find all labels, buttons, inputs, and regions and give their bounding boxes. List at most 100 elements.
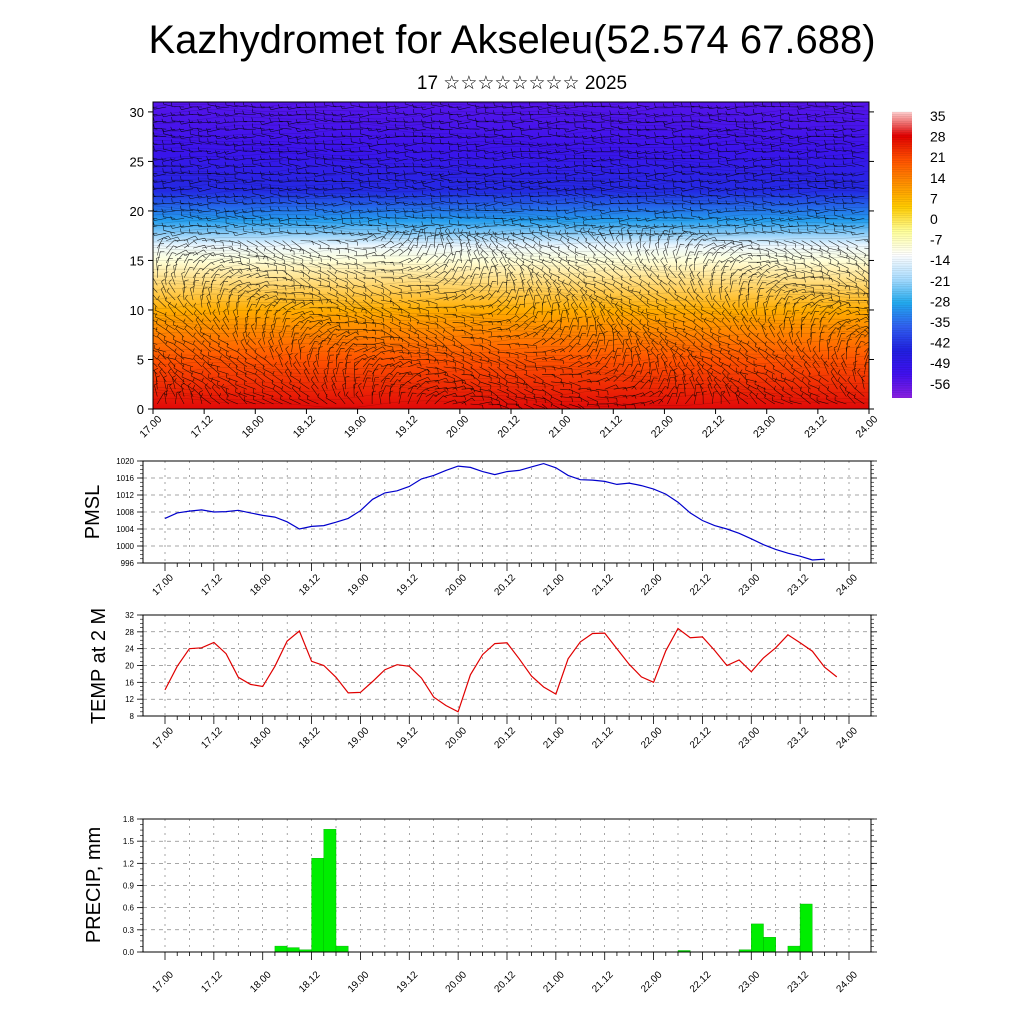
precip-ytick-label: 1.2 — [123, 859, 135, 868]
cross-xtick-label: 17.00 — [137, 413, 164, 440]
cross-xtick-label: 24.00 — [853, 413, 880, 440]
wind-barbs — [153, 102, 869, 409]
pmsl-xtick-label: 20.00 — [444, 572, 470, 598]
precip-xtick-label: 22.12 — [688, 969, 714, 995]
temp-ytick-label: 20 — [125, 662, 134, 671]
pmsl-xtick-label: 19.00 — [346, 572, 372, 598]
temp-xtick-label: 20.00 — [444, 725, 470, 751]
precip-bar — [751, 923, 764, 953]
cross-xtick-label: 23.00 — [751, 413, 778, 440]
temp-xtick-label: 22.12 — [688, 725, 714, 751]
pmsl-xtick-label: 20.12 — [492, 572, 518, 598]
precip-xtick-label: 18.12 — [297, 969, 323, 995]
cross-ytick-label: 0 — [137, 402, 144, 417]
pmsl-xtick-label: 18.00 — [248, 572, 274, 598]
pmsl-xtick-label: 24.00 — [834, 572, 860, 598]
temp-xtick-label: 23.00 — [737, 725, 763, 751]
cross-xtick-label: 18.00 — [240, 413, 267, 440]
precip-ytick-label: 1.8 — [123, 815, 135, 824]
precip-xtick-label: 17.12 — [199, 969, 225, 995]
pmsl-ylabel: PMSL — [82, 485, 104, 539]
colorbar-label: 21 — [930, 149, 946, 165]
pmsl-ytick-label: 1004 — [116, 525, 134, 534]
temp-xtick-label: 21.00 — [541, 725, 567, 751]
colorbar-gradient — [892, 112, 912, 398]
temp-line — [164, 627, 838, 713]
precip-ytick-label: 1.5 — [123, 837, 135, 846]
precip-xtick-label: 22.00 — [639, 969, 665, 995]
cross-xtick-label: 21.00 — [546, 413, 573, 440]
temp-xtick-label: 19.12 — [395, 725, 421, 751]
precip-xtick-label: 20.12 — [492, 969, 518, 995]
precip-xtick-label: 18.00 — [248, 969, 274, 995]
precip-bar — [799, 903, 813, 953]
precip-ytick-label: 0.0 — [123, 948, 135, 957]
cross-xtick-label: 23.12 — [802, 413, 829, 440]
cross-xtick-label: 22.00 — [649, 413, 676, 440]
precip-xtick-label: 19.00 — [346, 969, 372, 995]
temp-ylabel: TEMP at 2 M — [88, 608, 110, 724]
pmsl-xtick-label: 22.00 — [639, 572, 665, 598]
cross-xtick-label: 18.12 — [291, 413, 318, 440]
pmsl-panel: 996 1000 1004 1008 1012 1016 1020 17.00 17.12 18.… — [82, 457, 877, 598]
temp-xtick-label: 23.12 — [786, 725, 812, 751]
temp-xtick-label: 22.00 — [639, 725, 665, 751]
temp-xtick-label: 17.00 — [150, 725, 176, 751]
page-subtitle: 17 ☆☆☆☆☆☆☆☆ 2025 — [416, 73, 628, 94]
colorbar-label: 14 — [930, 170, 946, 186]
pmsl-xtick-label: 17.12 — [199, 572, 225, 598]
precip-ytick-label: 0.6 — [123, 904, 135, 913]
pmsl-xtick-label: 23.00 — [737, 572, 763, 598]
cross-ytick-label: 30 — [130, 105, 144, 120]
precip-xtick-label: 23.00 — [737, 969, 763, 995]
pmsl-ytick-label: 1016 — [116, 474, 134, 483]
pmsl-xtick-label: 17.00 — [150, 572, 176, 598]
pmsl-xtick-label: 22.12 — [688, 572, 714, 598]
colorbar-label: -28 — [930, 293, 950, 309]
pmsl-ytick-label: 1012 — [116, 491, 134, 500]
cross-xtick-label: 19.00 — [342, 413, 369, 440]
colorbar-label: -14 — [930, 252, 950, 268]
cross-ytick-label: 20 — [130, 204, 144, 219]
temp-xtick-label: 17.12 — [199, 725, 225, 751]
cross-ytick-label: 15 — [130, 253, 144, 268]
pmsl-ytick-label: 1008 — [116, 508, 134, 517]
pmsl-ytick-label: 1020 — [116, 457, 134, 466]
temp-ytick-label: 32 — [125, 611, 134, 620]
precip-bar — [335, 945, 349, 953]
colorbar-label: -7 — [930, 232, 943, 248]
colorbar-label: -35 — [930, 314, 950, 330]
precip-xtick-label: 21.00 — [541, 969, 567, 995]
cross-ytick-label: 25 — [130, 154, 144, 169]
colorbar-label: 28 — [930, 129, 946, 145]
cross-xtick-label: 19.12 — [393, 413, 420, 440]
temp-ytick-label: 24 — [125, 645, 134, 654]
precip-bar — [763, 937, 776, 953]
precip-ylabel: PRECIP, mm — [83, 827, 105, 943]
temp-xtick-label: 20.12 — [492, 725, 518, 751]
temp-xtick-label: 18.00 — [248, 725, 274, 751]
precip-bar — [274, 945, 288, 953]
cross-ytick-label: 10 — [130, 303, 144, 318]
precip-panel: 0.0 0.3 0.6 0.9 1.2 1.5 1.8 17.00 17.12 18.00 18.1… — [83, 815, 877, 995]
colorbar-label: -49 — [930, 355, 950, 371]
colorbar-label: 0 — [930, 211, 938, 227]
cross-ytick-label: 5 — [137, 352, 144, 367]
cross-section-panel: 0 5 10 15 20 25 30 17.00 17.12 18.00 18.12 19.00 19… — [130, 101, 881, 440]
precip-ytick-label: 0.3 — [123, 926, 135, 935]
cross-xtick-label: 17.12 — [188, 413, 215, 440]
colorbar-label: -21 — [930, 273, 950, 289]
pmsl-ytick-label: 996 — [121, 559, 135, 568]
pmsl-ytick-label: 1000 — [116, 542, 134, 551]
colorbar-label: -42 — [930, 335, 950, 351]
cross-xtick-label: 20.00 — [444, 413, 471, 440]
precip-bars — [274, 829, 813, 953]
temp-ytick-label: 16 — [125, 678, 134, 687]
precip-xtick-label: 19.12 — [395, 969, 421, 995]
temp-xtick-label: 21.12 — [590, 725, 616, 751]
cross-xtick-label: 21.12 — [598, 413, 625, 440]
precip-bar — [311, 858, 325, 953]
precip-xtick-label: 23.12 — [786, 969, 812, 995]
colorbar-label: 7 — [930, 190, 938, 206]
